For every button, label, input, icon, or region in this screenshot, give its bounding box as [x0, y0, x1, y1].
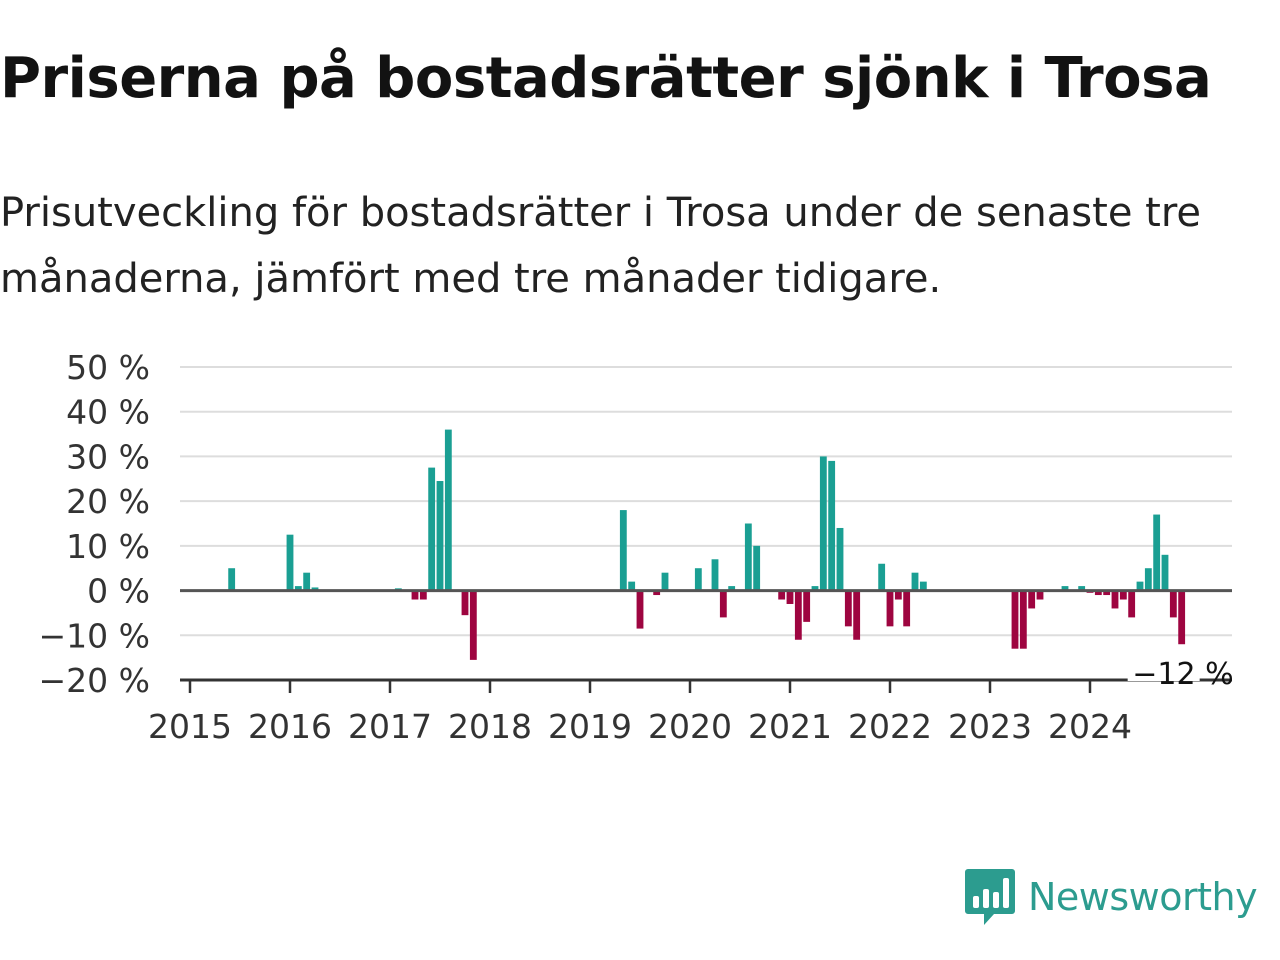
bar [303, 572, 311, 591]
bar [828, 460, 836, 591]
y-axis-labels: 50 % 40 % 30 % 20 % 10 % 0 % −10 % −20 % [39, 348, 151, 700]
bar [1036, 590, 1044, 600]
bar [803, 590, 811, 622]
bar [469, 590, 477, 660]
x-tick-label: 2017 [348, 707, 432, 746]
bar [444, 429, 452, 591]
bar [1119, 590, 1127, 600]
x-tick-label: 2022 [848, 707, 932, 746]
bar [794, 590, 802, 640]
bar [436, 481, 444, 591]
bar [661, 572, 669, 591]
x-tick-label: 2019 [548, 707, 632, 746]
bar [728, 586, 736, 591]
bar [1136, 581, 1144, 591]
x-tick-label: 2015 [148, 707, 232, 746]
y-tick-label: −10 % [39, 616, 151, 655]
bar [778, 590, 786, 600]
bar [819, 456, 827, 591]
x-axis-labels: 2015 2016 2017 2018 2019 2020 2021 2022 2023 2024 [148, 707, 1132, 746]
bar [1178, 590, 1186, 645]
bar [619, 510, 627, 591]
end-value-label: −12 % [1132, 657, 1233, 692]
bar [628, 581, 636, 591]
y-tick-label: 20 % [66, 482, 150, 521]
bar [711, 559, 719, 591]
x-tick-label: 2023 [948, 707, 1032, 746]
annotations: −12 % [1127, 657, 1234, 692]
bar [428, 467, 436, 591]
bar [1169, 590, 1177, 618]
bar [294, 586, 302, 591]
bars [228, 429, 1186, 660]
bar [719, 590, 727, 618]
y-tick-label: −20 % [39, 661, 151, 700]
bar [419, 590, 427, 600]
bar [836, 527, 844, 591]
bar [1011, 590, 1019, 649]
bar [311, 587, 319, 591]
axes [180, 589, 1232, 693]
x-tick-label: 2020 [648, 707, 732, 746]
y-tick-label: 0 % [87, 572, 150, 611]
bar [1128, 590, 1136, 618]
bar [1153, 514, 1161, 591]
bar [228, 568, 236, 591]
y-tick-label: 40 % [66, 393, 150, 432]
bar [878, 563, 886, 591]
bar [786, 590, 794, 604]
y-tick-label: 30 % [66, 437, 150, 476]
bar [844, 590, 852, 627]
bar [411, 590, 419, 600]
bar [286, 534, 294, 591]
bar [894, 590, 902, 600]
y-tick-label: 10 % [66, 527, 150, 566]
x-tick-label: 2024 [1048, 707, 1132, 746]
bar [694, 568, 702, 591]
bar [1161, 554, 1169, 591]
newsworthy-logo-icon [965, 869, 1015, 925]
bar [461, 590, 469, 616]
bar [886, 590, 894, 627]
bar [919, 581, 927, 591]
bar [853, 590, 861, 640]
bar [1028, 590, 1036, 609]
bar [911, 572, 919, 591]
bar [1061, 586, 1069, 591]
bar [1078, 586, 1086, 591]
chart-title: Priserna på bostadsrätter sjönk i Trosa [0, 46, 1212, 111]
chart-subtitle: Prisutveckling för bostadsrätter i Trosa… [0, 190, 1201, 302]
brand-logo: Newsworthy [964, 866, 1258, 928]
bar [1111, 590, 1119, 609]
bar [636, 590, 644, 629]
x-tick-label: 2021 [748, 707, 832, 746]
x-tick-label: 2018 [448, 707, 532, 746]
bar [903, 590, 911, 627]
bar [653, 590, 661, 596]
bar [811, 586, 819, 591]
bar [1094, 590, 1102, 596]
brand-name: Newsworthy [1028, 875, 1258, 919]
bar [1103, 590, 1111, 596]
x-tick-label: 2016 [248, 707, 332, 746]
bar [1019, 590, 1027, 649]
bar [1144, 568, 1152, 591]
bar [744, 523, 752, 591]
bar [753, 545, 761, 591]
y-tick-label: 50 % [66, 348, 150, 387]
grid-lines [180, 366, 1232, 637]
